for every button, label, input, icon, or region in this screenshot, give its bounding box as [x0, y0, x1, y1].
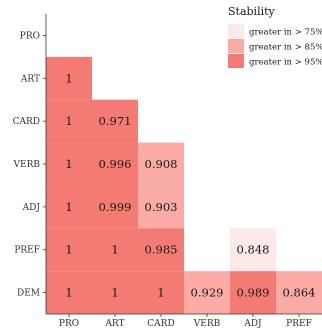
heatmap-cell-pro-art [46, 56, 92, 100]
heatmap-cell-card-dem [138, 271, 184, 315]
y-tick-label: VERB [13, 160, 41, 170]
heatmap-cell-pro-verb [46, 142, 92, 186]
cell-value-label: 0.848 [237, 243, 270, 257]
heatmap-cell-art-adj [92, 185, 138, 229]
heatmap-cell-adj-pref [230, 228, 276, 272]
cell-value-label: 1 [65, 243, 72, 257]
heatmap-cell-pro-adj [46, 185, 92, 229]
cell-value-label: 1 [65, 114, 72, 128]
y-tick-label: PRO [20, 31, 40, 41]
cell-value-label: 0.929 [191, 286, 224, 300]
heatmap-cell-adj-dem [230, 271, 276, 315]
cell-value-label: 1 [111, 243, 118, 257]
x-tick-label: ART [104, 319, 124, 328]
ticks-layer: PRO ART CARD VERB ADJ PREF DEM PRO ART CARD VERB AD… [13, 31, 312, 328]
x-tick-label: CARD [147, 319, 174, 328]
heatmap-cell-pref-dem [276, 271, 322, 315]
y-tick-label: ADJ [22, 203, 41, 213]
heatmap-cell-art-verb [92, 142, 138, 186]
legend: Stability greater in > 75% greater in > 8… [228, 5, 322, 68]
legend-item-label: greater in > 85% [249, 43, 322, 53]
cell-value-label: 0.999 [99, 200, 132, 214]
cell-value-label: 1 [65, 157, 72, 171]
cell-value-label: 0.989 [237, 286, 270, 300]
x-tick-label: VERB [193, 319, 221, 328]
y-tick-label: CARD [13, 117, 40, 127]
cell-labels-layer: 1 1 0.971 1 0.996 0.908 1 0.999 0.903 1 1 0.985 0.84… [65, 71, 315, 299]
cell-value-label: 0.864 [283, 286, 316, 300]
legend-item-label: greater in > 75% [249, 28, 322, 38]
x-tick-label: PREF [286, 319, 312, 328]
heatmap-cell-art-dem [92, 271, 138, 315]
y-tick-label: DEM [17, 289, 40, 299]
cell-value-label: 1 [157, 286, 164, 300]
cell-value-label: 1 [65, 71, 72, 85]
heatmap-cell-card-pref [138, 228, 184, 272]
legend-swatch [228, 39, 244, 53]
heatmap-cell-card-adj [138, 185, 184, 229]
heatmap-cell-pro-card [46, 99, 92, 143]
cell-value-label: 0.908 [145, 157, 178, 171]
cell-value-label: 0.903 [145, 200, 178, 214]
x-tick-label: ADJ [243, 319, 262, 328]
legend-swatch [228, 54, 244, 68]
y-tick-label: PREF [14, 246, 40, 256]
cell-value-label: 1 [65, 200, 72, 214]
y-tick-label: ART [20, 74, 40, 84]
x-tick-label: PRO [59, 319, 79, 328]
cell-value-label: 0.971 [99, 114, 132, 128]
heatmap-cell-pro-dem [46, 271, 92, 315]
cells-layer [46, 56, 322, 315]
legend-items: greater in > 75% greater in > 85% greater … [228, 24, 322, 68]
legend-title: Stability [228, 5, 276, 18]
cell-value-label: 1 [111, 286, 118, 300]
heatmap-cell-art-pref [92, 228, 138, 272]
cell-value-label: 1 [65, 286, 72, 300]
heatmap-cell-card-verb [138, 142, 184, 186]
heatmap-cell-pro-pref [46, 228, 92, 272]
cell-value-label: 0.996 [99, 157, 132, 171]
cell-value-label: 0.985 [145, 243, 178, 257]
heatmap-cell-verb-dem [184, 271, 230, 315]
legend-swatch [228, 24, 244, 38]
heatmap-cell-art-card [92, 99, 138, 143]
legend-item-label: greater in > 95% [249, 58, 322, 68]
